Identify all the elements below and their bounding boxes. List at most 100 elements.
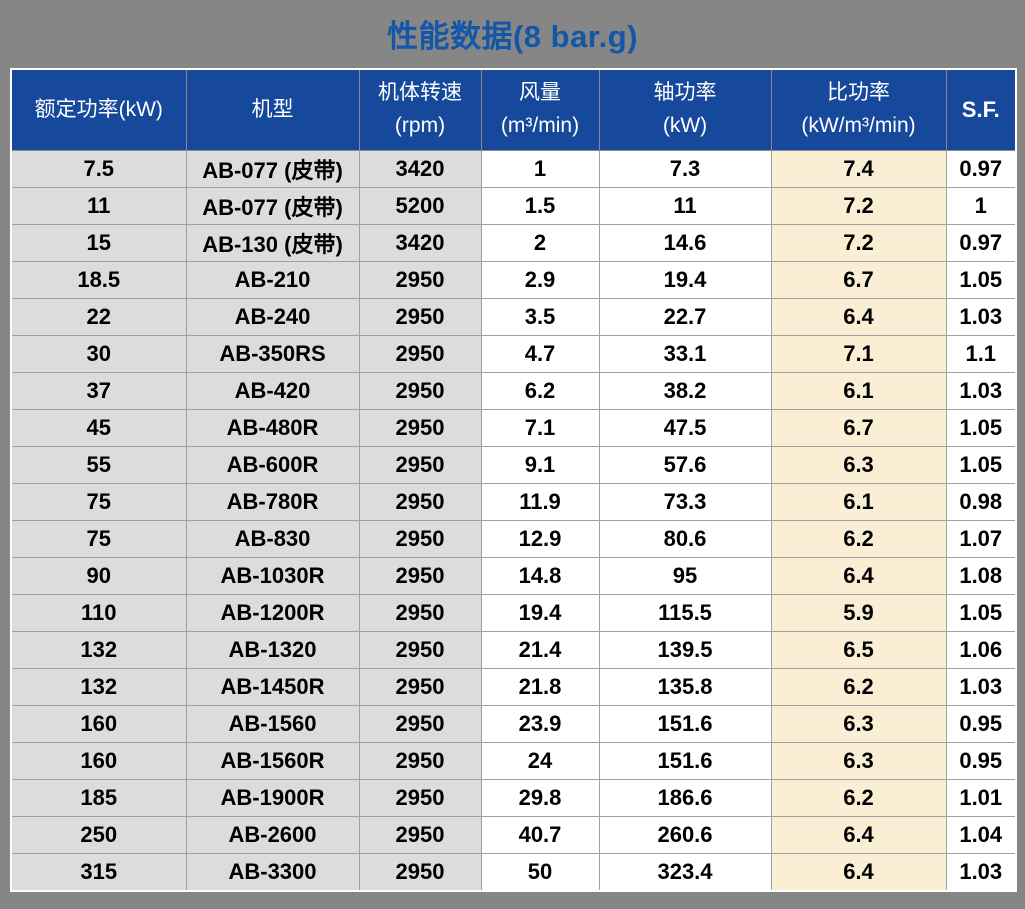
table-cell: 2950 <box>358 742 482 780</box>
table-cell: 5200 <box>358 187 482 225</box>
table-cell: AB-240 <box>185 298 360 336</box>
table-cell: 11 <box>598 187 772 225</box>
table-cell: AB-420 <box>185 372 360 410</box>
table-cell: 50 <box>480 853 600 892</box>
table-cell: 2950 <box>358 409 482 447</box>
table-cell: 0.97 <box>945 150 1017 188</box>
header-air-flow-unit: (m³/min) <box>500 114 580 137</box>
table-cell: AB-1450R <box>185 668 360 706</box>
table-cell: AB-077 (皮带) <box>185 150 360 188</box>
table-cell: 2950 <box>358 816 482 854</box>
table-cell: 151.6 <box>598 705 772 743</box>
table-cell: 6.4 <box>770 557 947 595</box>
table-cell: 0.95 <box>945 742 1017 780</box>
table-cell: 1.03 <box>945 853 1017 892</box>
table-cell: AB-600R <box>185 446 360 484</box>
header-rated-power: 额定功率(kW) <box>10 68 187 151</box>
table-row: 7.5 AB-077 (皮带) 3420 1 7.3 7.4 0.97 <box>10 150 1017 188</box>
table-cell: 2.9 <box>480 261 600 299</box>
table-cell: 160 <box>10 742 187 780</box>
table-cell: 3420 <box>358 224 482 262</box>
table-cell: 22.7 <box>598 298 772 336</box>
table-cell: 132 <box>10 668 187 706</box>
table-cell: 2950 <box>358 631 482 669</box>
table-cell: 0.97 <box>945 224 1017 262</box>
table-cell: 132 <box>10 631 187 669</box>
table-cell: AB-830 <box>185 520 360 558</box>
header-specific-power-label: 比功率 <box>827 81 890 105</box>
table-cell: 115.5 <box>598 594 772 632</box>
header-specific-power-unit: (kW/m³/min) <box>801 114 916 137</box>
header-speed-unit: (rpm) <box>394 114 446 137</box>
table-cell: 0.98 <box>945 483 1017 521</box>
table-row: 315 AB-3300 2950 50 323.4 6.4 1.03 <box>10 853 1017 892</box>
table-cell: AB-480R <box>185 409 360 447</box>
table-row: 132 AB-1320 2950 21.4 139.5 6.5 1.06 <box>10 631 1017 669</box>
table-row: 45 AB-480R 2950 7.1 47.5 6.7 1.05 <box>10 409 1017 447</box>
table-cell: 30 <box>10 335 187 373</box>
header-model: 机型 <box>185 68 360 151</box>
table-cell: 315 <box>10 853 187 892</box>
table-row: 55 AB-600R 2950 9.1 57.6 6.3 1.05 <box>10 446 1017 484</box>
table-row: 110 AB-1200R 2950 19.4 115.5 5.9 1.05 <box>10 594 1017 632</box>
table-cell: 4.7 <box>480 335 600 373</box>
table-cell: 18.5 <box>10 261 187 299</box>
table-cell: 2950 <box>358 557 482 595</box>
table-cell: 11 <box>10 187 187 225</box>
table-cell: 1.5 <box>480 187 600 225</box>
table-cell: 1 <box>480 150 600 188</box>
table-header-row: 额定功率(kW) 机型 机体转速 (rpm) 风量 (m³/min) 轴功率 (… <box>10 68 1017 151</box>
table-cell: 3420 <box>358 150 482 188</box>
table-cell: 6.3 <box>770 446 947 484</box>
header-specific-power: 比功率 (kW/m³/min) <box>770 68 947 151</box>
table-cell: 2950 <box>358 335 482 373</box>
table-cell: 139.5 <box>598 631 772 669</box>
table-cell: 55 <box>10 446 187 484</box>
table-cell: 90 <box>10 557 187 595</box>
table-cell: 40.7 <box>480 816 600 854</box>
table-cell: 2950 <box>358 779 482 817</box>
table-body: 7.5 AB-077 (皮带) 3420 1 7.3 7.4 0.97 11 AB-077 (皮… <box>10 150 1017 892</box>
table-cell: 80.6 <box>598 520 772 558</box>
table-row: 75 AB-830 2950 12.9 80.6 6.2 1.07 <box>10 520 1017 558</box>
table-cell: 38.2 <box>598 372 772 410</box>
table-cell: 2950 <box>358 483 482 521</box>
header-shaft-power-unit: (kW) <box>662 114 708 137</box>
table-cell: AB-1030R <box>185 557 360 595</box>
table-row: 18.5 AB-210 2950 2.9 19.4 6.7 1.05 <box>10 261 1017 299</box>
table-cell: 11.9 <box>480 483 600 521</box>
table-cell: 186.6 <box>598 779 772 817</box>
table-cell: 1.03 <box>945 372 1017 410</box>
table-cell: 19.4 <box>598 261 772 299</box>
table-cell: 2950 <box>358 668 482 706</box>
table-cell: 2950 <box>358 853 482 892</box>
table-cell: 1.1 <box>945 335 1017 373</box>
table-cell: 45 <box>10 409 187 447</box>
table-cell: 110 <box>10 594 187 632</box>
table-cell: 23.9 <box>480 705 600 743</box>
table-cell: AB-1200R <box>185 594 360 632</box>
table-cell: 1.04 <box>945 816 1017 854</box>
table-cell: 160 <box>10 705 187 743</box>
table-cell: 7.2 <box>770 224 947 262</box>
table-row: 37 AB-420 2950 6.2 38.2 6.1 1.03 <box>10 372 1017 410</box>
header-rated-power-label: 额定功率(kW) <box>34 97 163 121</box>
table-row: 160 AB-1560R 2950 24 151.6 6.3 0.95 <box>10 742 1017 780</box>
table-cell: 6.5 <box>770 631 947 669</box>
table-cell: 1.03 <box>945 668 1017 706</box>
table-cell: 6.2 <box>770 779 947 817</box>
table-row: 30 AB-350RS 2950 4.7 33.1 7.1 1.1 <box>10 335 1017 373</box>
header-service-factor-label: S.F. <box>961 96 1000 122</box>
header-speed-label: 机体转速 <box>378 81 462 105</box>
table-cell: 1.05 <box>945 409 1017 447</box>
table-cell: AB-2600 <box>185 816 360 854</box>
table-cell: 323.4 <box>598 853 772 892</box>
table-cell: 6.3 <box>770 705 947 743</box>
table-row: 15 AB-130 (皮带) 3420 2 14.6 7.2 0.97 <box>10 224 1017 262</box>
table-cell: 19.4 <box>480 594 600 632</box>
table-row: 22 AB-240 2950 3.5 22.7 6.4 1.03 <box>10 298 1017 336</box>
table-cell: AB-130 (皮带) <box>185 224 360 262</box>
table-cell: AB-1560 <box>185 705 360 743</box>
performance-data-table: 额定功率(kW) 机型 机体转速 (rpm) 风量 (m³/min) 轴功率 (… <box>10 68 1017 892</box>
table-cell: 33.1 <box>598 335 772 373</box>
